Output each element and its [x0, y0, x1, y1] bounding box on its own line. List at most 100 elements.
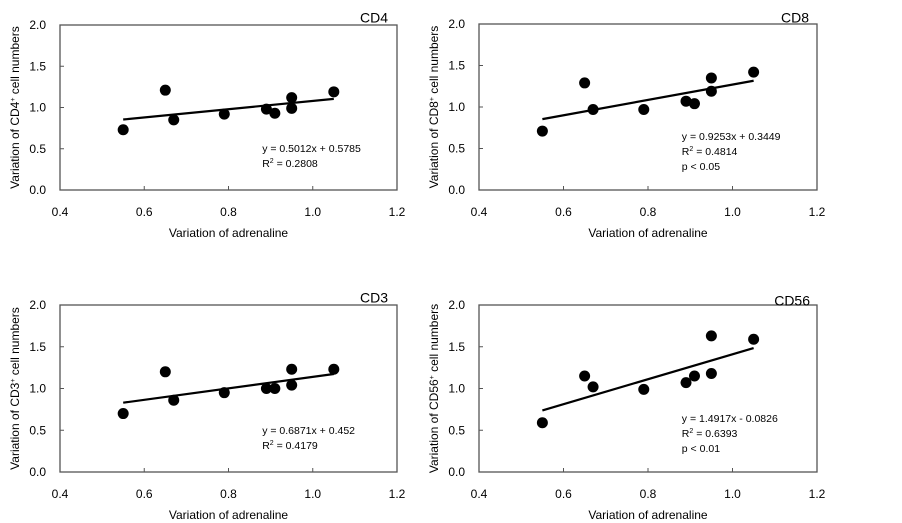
data-point: [705, 330, 717, 342]
x-tick-label: 0.4: [471, 205, 488, 219]
data-point: [638, 383, 650, 395]
trendline: [542, 347, 754, 412]
panel-title: CD4: [360, 9, 388, 25]
y-tick-label: 1.5: [29, 59, 46, 73]
annotation-line: y = 0.5012x + 0.5785: [262, 143, 361, 155]
x-tick-label: 1.0: [724, 487, 741, 501]
panel-title: CD56: [774, 292, 810, 308]
x-tick-label: 1.2: [809, 487, 826, 501]
data-point: [680, 95, 692, 107]
data-point: [286, 92, 298, 104]
x-tick-label: 1.0: [304, 205, 321, 219]
data-point: [579, 77, 591, 89]
panel-cd3: 0.4 0.6 0.8 1.0 1.2 0.0 0.5 1.0 1.5 2.0 Variation …: [8, 289, 406, 522]
x-axis-title: Variation of adrenaline: [588, 508, 708, 522]
data-point: [260, 103, 272, 115]
data-point: [117, 124, 129, 136]
data-point: [260, 383, 272, 394]
data-point: [587, 381, 599, 393]
data-point: [705, 85, 717, 97]
y-tick-label: 2.0: [29, 298, 46, 312]
x-tick-label: 1.2: [389, 205, 406, 219]
x-tick-label: 0.4: [52, 205, 69, 219]
x-tick-label: 0.6: [136, 205, 153, 219]
data-point: [286, 363, 298, 375]
data-point: [536, 125, 548, 137]
y-tick-label: 2.0: [448, 17, 465, 31]
annotation-line: R2 = 0.2808: [262, 158, 318, 170]
panel-cd4: 0.4 0.6 0.8 1.0 1.2 0.0 0.5 1.0 1.5 2.0 Variation …: [8, 9, 406, 240]
y-tick-label: 0.5: [29, 423, 46, 437]
annotation-line: p < 0.05: [682, 161, 720, 173]
panel-title: CD3: [360, 289, 388, 305]
panel-cd56: 0.4 0.6 0.8 1.0 1.2 0.0 0.5 1.0 1.5 2.0 Variation …: [427, 292, 826, 522]
data-point: [218, 108, 230, 120]
panel-title: CD8: [781, 9, 809, 25]
data-point: [328, 86, 340, 98]
trendline: [123, 97, 334, 121]
data-point: [159, 366, 171, 378]
x-axis-title: Variation of adrenaline: [169, 508, 289, 522]
x-tick-label: 1.2: [809, 205, 826, 219]
trendline: [542, 79, 754, 121]
data-point: [536, 417, 548, 429]
x-tick-label: 1.0: [304, 487, 321, 501]
data-point: [748, 66, 760, 78]
x-axis-title: Variation of adrenaline: [588, 226, 708, 240]
annotation-line: y = 1.4917x - 0.0826: [682, 413, 778, 425]
x-tick-label: 1.0: [724, 205, 741, 219]
data-point: [705, 367, 717, 379]
data-point: [168, 394, 180, 406]
y-axis-title: Variation of CD4+ cell numbers: [8, 26, 22, 189]
y-tick-label: 0.0: [448, 183, 465, 197]
y-axis-title: Variation of CD56+ cell numbers: [427, 304, 441, 473]
x-tick-label: 0.6: [555, 205, 572, 219]
annotation-line: R2 = 0.4179: [262, 440, 318, 452]
y-tick-label: 1.5: [448, 59, 465, 73]
y-axis-title: Variation of CD3+ cell numbers: [8, 307, 22, 470]
data-point: [688, 98, 700, 110]
y-tick-label: 1.0: [448, 382, 465, 396]
y-tick-label: 1.0: [29, 101, 46, 115]
y-tick-label: 0.0: [448, 465, 465, 479]
annotation-line: y = 0.6871x + 0.452: [262, 425, 355, 437]
y-tick-label: 2.0: [448, 298, 465, 312]
data-point: [218, 387, 230, 399]
y-tick-label: 1.0: [448, 100, 465, 114]
x-tick-label: 1.2: [389, 487, 406, 501]
data-point: [286, 102, 298, 114]
data-point: [269, 383, 281, 394]
x-axis-title: Variation of adrenaline: [169, 226, 289, 240]
x-tick-label: 0.8: [220, 205, 237, 219]
y-tick-label: 0.5: [448, 142, 465, 156]
data-point: [117, 408, 129, 420]
y-tick-label: 0.5: [448, 423, 465, 437]
y-tick-label: 0.0: [29, 183, 46, 197]
data-point: [269, 107, 281, 119]
y-axis-title: Variation of CD8+ cell numbers: [427, 26, 441, 189]
x-tick-label: 0.6: [555, 487, 572, 501]
data-point: [680, 377, 692, 389]
x-tick-label: 0.8: [640, 205, 657, 219]
data-point: [168, 114, 180, 126]
annotation-line: R2 = 0.4814: [682, 146, 738, 158]
y-tick-label: 1.5: [29, 340, 46, 354]
x-tick-label: 0.8: [640, 487, 657, 501]
data-point: [328, 363, 340, 375]
x-tick-label: 0.4: [471, 487, 488, 501]
y-tick-label: 1.5: [448, 340, 465, 354]
y-tick-label: 2.0: [29, 18, 46, 32]
panel-cd8: 0.4 0.6 0.8 1.0 1.2 0.0 0.5 1.0 1.5 2.0 Variation …: [427, 9, 826, 240]
data-point: [705, 72, 717, 84]
annotation-line: p < 0.01: [682, 443, 720, 455]
data-point: [638, 103, 650, 115]
y-tick-label: 1.0: [29, 382, 46, 396]
data-point: [688, 370, 700, 382]
data-point: [748, 333, 760, 345]
x-tick-label: 0.6: [136, 487, 153, 501]
plot-frame: [59, 24, 398, 191]
x-tick-label: 0.8: [220, 487, 237, 501]
trendline: [123, 372, 334, 404]
annotation-line: y = 0.9253x + 0.3449: [682, 131, 781, 143]
